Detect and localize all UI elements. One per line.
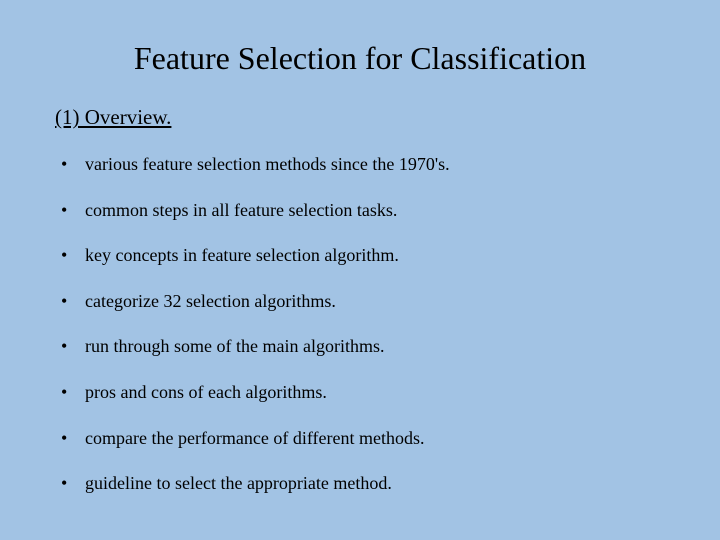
list-item: key concepts in feature selection algori… <box>57 245 665 267</box>
list-item: compare the performance of different met… <box>57 428 665 450</box>
list-item: common steps in all feature selection ta… <box>57 200 665 222</box>
list-item: various feature selection methods since … <box>57 154 665 176</box>
list-item: categorize 32 selection algorithms. <box>57 291 665 313</box>
list-item: guideline to select the appropriate meth… <box>57 473 665 495</box>
slide-container: Feature Selection for Classification (1)… <box>0 0 720 540</box>
slide-subtitle: (1) Overview. <box>55 105 665 130</box>
list-item: run through some of the main algorithms. <box>57 336 665 358</box>
list-item: pros and cons of each algorithms. <box>57 382 665 404</box>
bullet-list: various feature selection methods since … <box>55 154 665 495</box>
slide-title: Feature Selection for Classification <box>55 40 665 77</box>
